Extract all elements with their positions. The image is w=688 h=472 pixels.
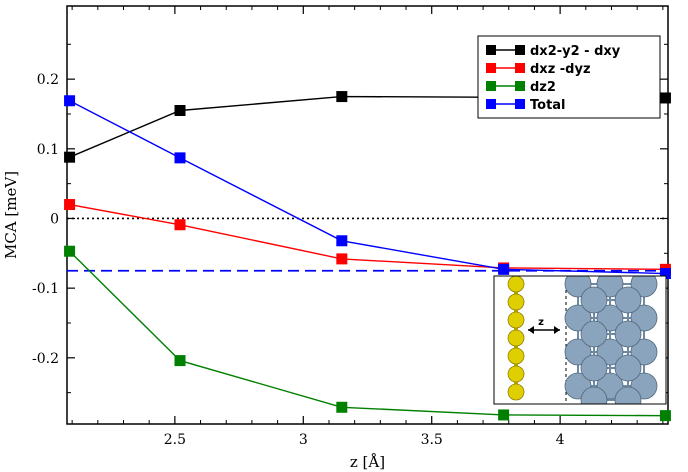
lattice-atom — [630, 338, 658, 366]
data-point — [64, 245, 76, 257]
lattice-atom — [596, 304, 624, 332]
inset-z-label: z — [538, 317, 544, 328]
series-line — [69, 203, 666, 271]
chain-atom — [507, 347, 525, 365]
y-tick-label: -0.1 — [32, 281, 59, 297]
data-point — [174, 355, 186, 367]
lattice-atom — [564, 338, 592, 366]
series-dz2 — [64, 245, 671, 422]
lattice-atom — [596, 338, 624, 366]
lattice-atom — [580, 354, 608, 382]
series-total — [64, 95, 671, 280]
x-tick-label: 3 — [299, 432, 308, 448]
legend-marker — [515, 99, 525, 109]
y-axis-label: MCA [meV] — [2, 171, 20, 259]
arrow-head-left — [528, 326, 534, 334]
lattice-atom — [614, 320, 642, 348]
legend-entry: dxz -dyz — [486, 62, 591, 77]
chain-atom — [507, 311, 525, 329]
legend-label: dx2-y2 - dxy — [530, 44, 621, 59]
y-tick-label: 0.2 — [37, 72, 59, 88]
arrow-head-right — [554, 326, 560, 334]
chain-atom — [507, 383, 525, 401]
structure-inset: z — [493, 275, 667, 405]
plot-frame — [66, 5, 669, 425]
data-point — [336, 91, 348, 103]
data-point — [64, 151, 76, 163]
data-point — [174, 219, 186, 231]
legend: dx2-y2 - dxy dxz -dyz dz2 Total — [477, 35, 661, 119]
legend-marker — [515, 45, 525, 55]
lattice-atom — [614, 286, 642, 314]
data-point — [498, 263, 510, 275]
series-line — [69, 100, 666, 275]
legend-entry: Total — [486, 98, 566, 113]
data-point — [336, 253, 348, 265]
y-tick-label: 0.1 — [37, 142, 59, 158]
legend-marker — [486, 81, 496, 91]
legend-entry: dz2 — [486, 80, 556, 95]
data-point — [659, 92, 671, 104]
inset-border — [493, 275, 667, 405]
x-axis-label: z [Å] — [350, 453, 385, 471]
legend-marker — [515, 81, 525, 91]
data-point — [659, 410, 671, 422]
lattice-atom — [630, 304, 658, 332]
data-point — [498, 409, 510, 421]
data-point — [336, 235, 348, 247]
legend-marker — [486, 63, 496, 73]
legend-marker — [486, 45, 496, 55]
x-tick-label: 4 — [556, 432, 565, 448]
series-dxz-dyz — [64, 199, 671, 275]
data-point — [174, 105, 186, 116]
data-point — [174, 152, 186, 164]
legend-marker — [515, 63, 525, 73]
legend-label: dz2 — [530, 80, 556, 95]
y-tick-label: 0 — [50, 211, 59, 227]
lattice-atom — [614, 386, 642, 404]
legend-entry: dx2-y2 - dxy — [486, 44, 621, 59]
plot-axes: 2.5 3 3.5 4 -0.2 -0.1 0 0.1 0.2 — [32, 5, 669, 448]
lattice-atom — [580, 320, 608, 348]
data-point — [64, 199, 76, 211]
series-group — [64, 91, 671, 422]
lattice — [564, 276, 658, 404]
data-point — [659, 268, 671, 280]
legend-marker — [486, 99, 496, 109]
legend-label: Total — [530, 98, 566, 113]
chain-atom — [507, 329, 525, 347]
x-tick-label: 3.5 — [421, 432, 443, 448]
legend-label: dxz -dyz — [530, 62, 591, 77]
data-point — [64, 95, 76, 107]
lattice-atom — [614, 354, 642, 382]
chain-atom — [507, 275, 525, 293]
data-point — [336, 401, 348, 413]
lattice-atom — [580, 386, 608, 404]
chain-atom — [507, 293, 525, 311]
y-tick-label: -0.2 — [32, 351, 59, 367]
x-tick-label: 2.5 — [164, 432, 186, 448]
chain-atom — [507, 365, 525, 383]
axis-labels: z [Å] MCA [meV] — [2, 171, 385, 471]
lattice-atom — [580, 286, 608, 314]
lattice-atom — [564, 304, 592, 332]
